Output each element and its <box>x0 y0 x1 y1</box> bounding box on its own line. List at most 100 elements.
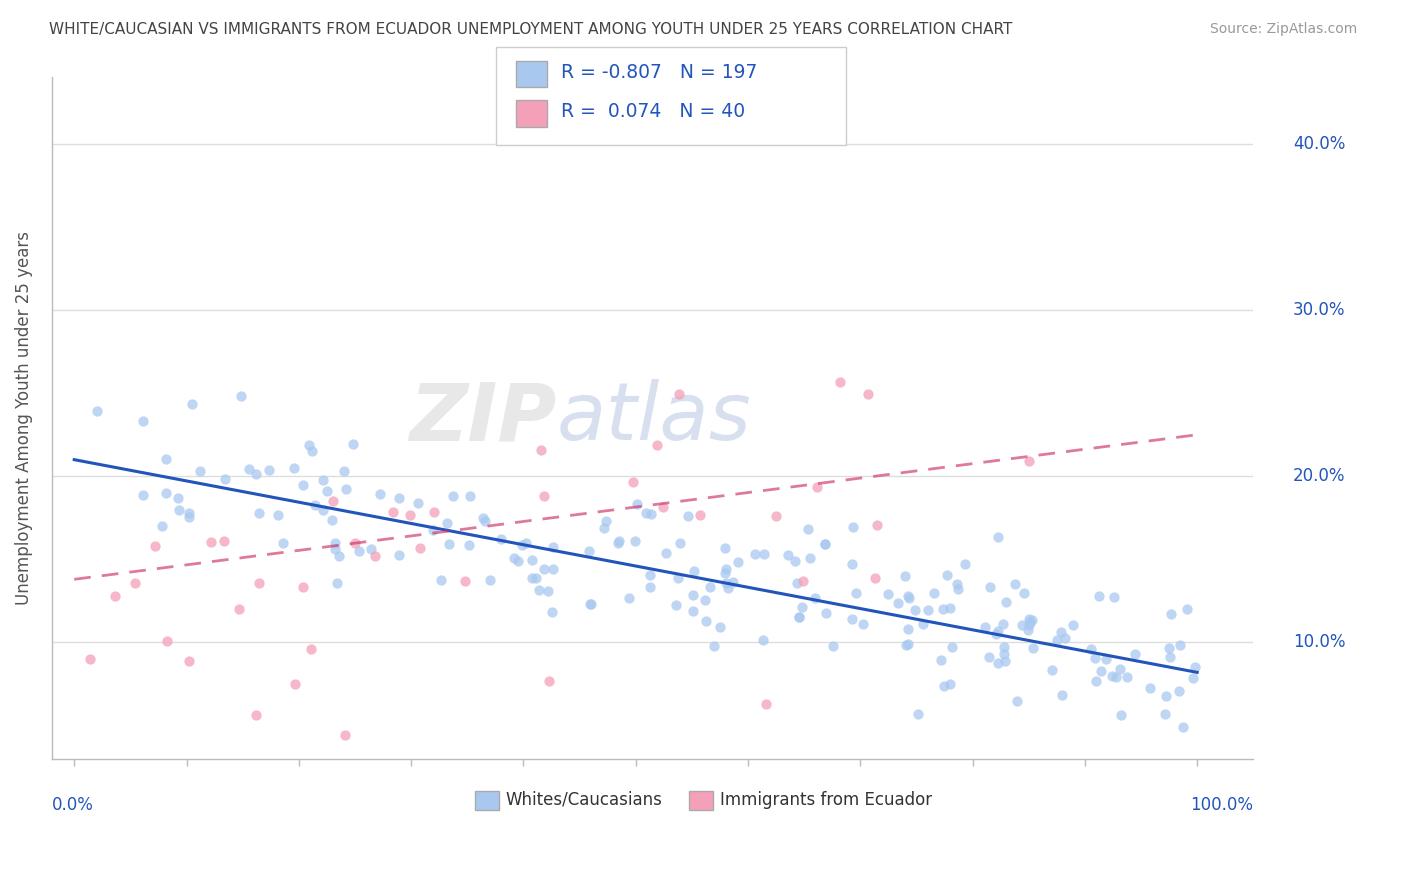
Point <box>606 536 628 550</box>
Text: 30.0%: 30.0% <box>1294 301 1346 319</box>
Point <box>665 598 688 612</box>
Point <box>682 589 704 603</box>
Text: R = -0.807   N = 197: R = -0.807 N = 197 <box>561 62 758 82</box>
Point <box>799 550 821 565</box>
Point <box>247 506 270 520</box>
Point <box>1084 650 1107 665</box>
Point <box>1011 618 1033 632</box>
Point <box>682 604 704 618</box>
Point <box>1088 589 1111 603</box>
Point <box>593 521 616 535</box>
Point <box>478 573 501 587</box>
Point <box>347 544 370 558</box>
Point <box>245 467 267 482</box>
Point <box>150 518 173 533</box>
Point <box>676 508 699 523</box>
Point <box>842 520 865 534</box>
Point <box>727 555 749 569</box>
Point <box>304 498 326 512</box>
Point <box>1017 623 1039 637</box>
Point <box>1018 612 1040 626</box>
Point <box>1005 694 1028 708</box>
Point <box>1139 681 1161 696</box>
Point <box>132 414 155 428</box>
Text: 10.0%: 10.0% <box>1294 633 1346 651</box>
Point <box>1157 641 1180 656</box>
Point <box>814 537 837 551</box>
Point <box>977 649 1000 664</box>
Point <box>894 638 917 652</box>
Point <box>1062 618 1084 632</box>
Point <box>806 480 828 494</box>
Point <box>247 575 270 590</box>
Point <box>454 574 477 588</box>
Point <box>1004 576 1026 591</box>
Point <box>655 546 678 560</box>
Point <box>540 606 562 620</box>
Point <box>994 653 1017 667</box>
Point <box>1156 690 1178 704</box>
Point <box>987 624 1010 639</box>
Text: 20.0%: 20.0% <box>1294 467 1346 485</box>
Point <box>581 598 603 612</box>
Bar <box>689 791 713 810</box>
Point <box>714 566 737 581</box>
Point <box>343 535 366 549</box>
Text: Whites/Caucasians: Whites/Caucasians <box>506 790 662 809</box>
Point <box>1019 615 1042 630</box>
Point <box>228 602 250 616</box>
Point <box>321 513 343 527</box>
Point <box>683 564 706 578</box>
Text: Immigrants from Ecuador: Immigrants from Ecuador <box>720 790 932 809</box>
Point <box>1012 585 1035 599</box>
Point <box>522 553 544 567</box>
Point <box>717 581 740 595</box>
Point <box>301 444 323 458</box>
Point <box>714 541 737 556</box>
Point <box>1184 659 1206 673</box>
Point <box>699 580 721 594</box>
Point <box>845 585 868 599</box>
Point <box>1115 670 1137 684</box>
Point <box>841 612 863 626</box>
Point <box>1102 590 1125 604</box>
Point <box>948 582 970 596</box>
Point <box>877 586 900 600</box>
Point <box>156 634 179 648</box>
Point <box>866 518 889 533</box>
Text: 100.0%: 100.0% <box>1191 797 1253 814</box>
Point <box>422 523 444 537</box>
Point <box>703 639 725 653</box>
Point <box>993 617 1015 632</box>
Point <box>945 576 967 591</box>
Point <box>1171 720 1194 734</box>
Point <box>292 580 315 594</box>
Point <box>245 708 267 723</box>
Point <box>987 657 1010 671</box>
Point <box>595 514 617 528</box>
Point <box>814 537 837 551</box>
Point <box>284 677 307 691</box>
Point <box>783 554 806 568</box>
Point <box>776 549 799 563</box>
Point <box>458 538 481 552</box>
Point <box>993 640 1015 654</box>
Point <box>668 387 690 401</box>
Point <box>803 591 825 605</box>
Point <box>1084 673 1107 688</box>
Point <box>792 574 814 588</box>
Point <box>299 642 322 657</box>
Point <box>200 534 222 549</box>
Point <box>333 463 356 477</box>
Point <box>537 583 560 598</box>
Point <box>652 500 675 514</box>
Point <box>177 506 200 520</box>
Point <box>214 472 236 486</box>
Point <box>1168 638 1191 652</box>
Point <box>828 376 851 390</box>
Point <box>323 542 346 557</box>
Point <box>169 503 191 517</box>
Point <box>714 575 737 590</box>
Point <box>541 540 564 554</box>
Point <box>1052 688 1074 702</box>
